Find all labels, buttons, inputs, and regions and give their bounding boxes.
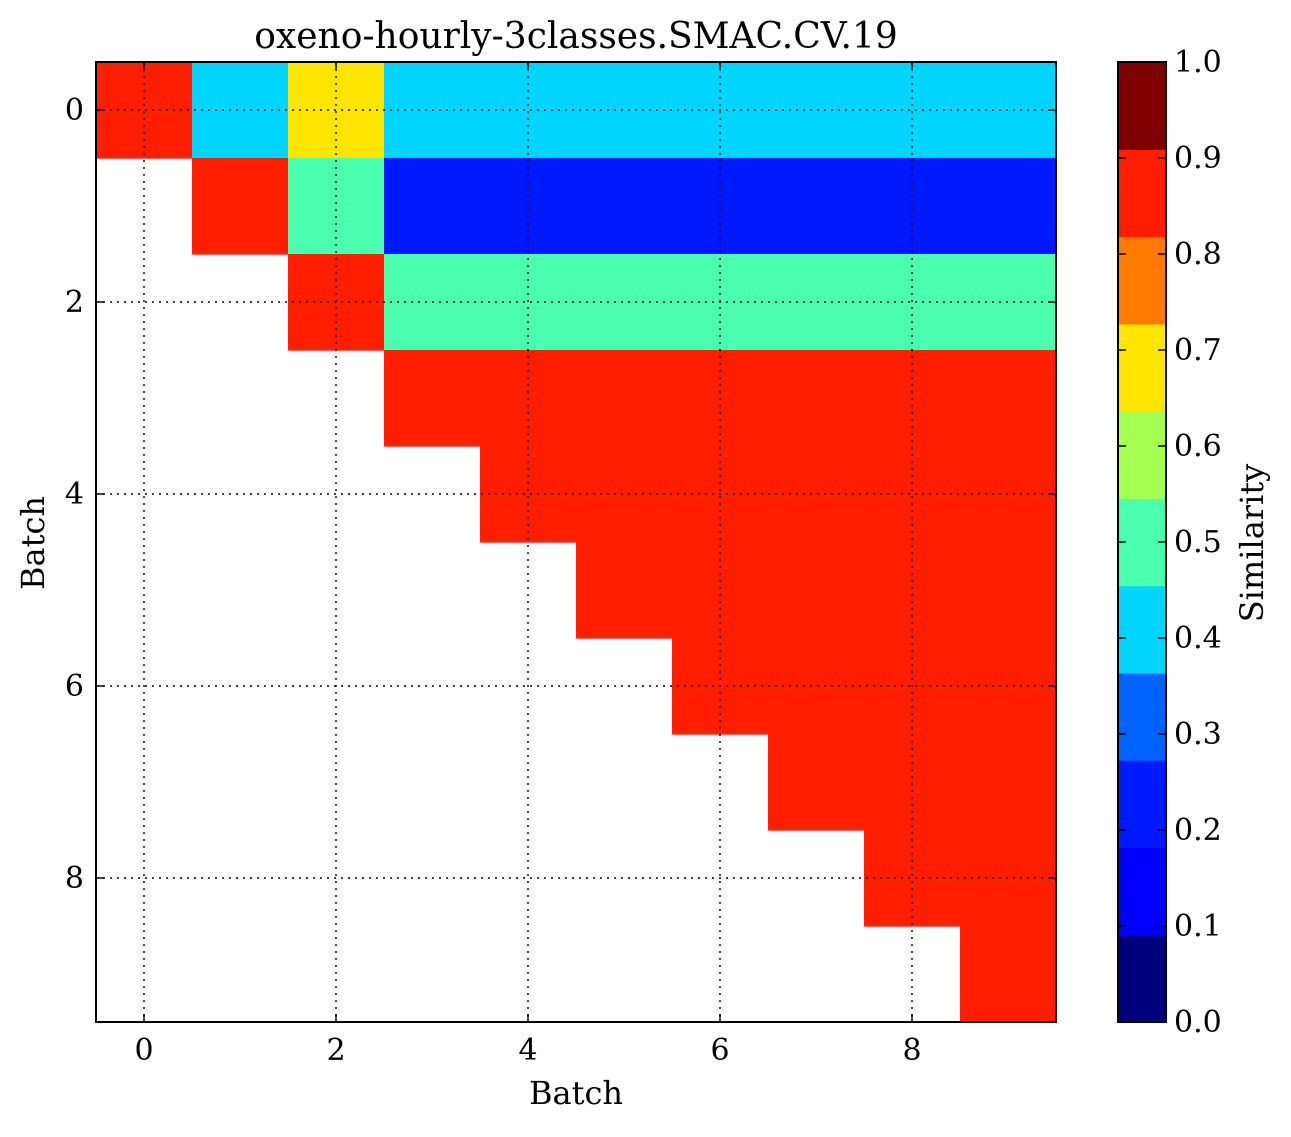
heatmap-cell-r0-c9: [960, 62, 1057, 159]
heatmap-cell-r5-c8: [864, 542, 961, 639]
heatmap-cell-r4-c8: [864, 446, 961, 543]
y-tick-label-6: 6: [65, 669, 84, 704]
heatmap-cell-r7-c8: [864, 734, 961, 831]
colorbar-bin-0: [1118, 934, 1166, 1023]
colorbar: 0.0 0.1 0.2 0.3 0.4 0.5 0.6 0.7 0.8 0.9 1.0: [1117, 45, 1222, 1040]
heatmap-cell-r4-c5: [576, 446, 673, 543]
heatmap-cell-r2-c2: [288, 254, 385, 351]
heatmap-cell-r3-c7: [768, 350, 865, 447]
plot-frame: [95, 61, 1057, 1023]
colorbar-bin-10: [1118, 62, 1166, 150]
heatmap-cell-r3-c5: [576, 350, 673, 447]
y-axis-label: Batch: [14, 496, 52, 590]
axes: 0 2 4 6 8 0 2 4 6 8: [65, 61, 1057, 1068]
heatmap-cell-r4-c9: [960, 446, 1057, 543]
heatmap-cell-r5-c7: [768, 542, 865, 639]
y-tick-label-2: 2: [65, 285, 84, 320]
heatmap-cell-r3-c9: [960, 350, 1057, 447]
colorbar-bin-9: [1118, 149, 1166, 238]
grid-lines: [96, 62, 1056, 1022]
heatmap-cell-r4-c4: [480, 446, 577, 543]
heatmap-cell-r5-c5: [576, 542, 673, 639]
heatmap-cell-r2-c7: [768, 254, 865, 351]
x-tick-label-2: 2: [326, 1033, 345, 1068]
x-tick-label-6: 6: [710, 1033, 729, 1068]
colorbar-tick-label-0: 0.0: [1174, 1005, 1222, 1040]
heatmap-cells: [96, 62, 1057, 1023]
heatmap-cell-r1-c8: [864, 158, 961, 255]
heatmap-cell-r1-c5: [576, 158, 673, 255]
colorbar-bin-2: [1118, 760, 1166, 849]
heatmap-cell-r7-c9: [960, 734, 1057, 831]
heatmap-cell-r8-c9: [960, 830, 1057, 927]
heatmap-cell-r6-c9: [960, 638, 1057, 735]
heatmap-cell-r5-c6: [672, 542, 769, 639]
x-axis-label: Batch: [529, 1074, 623, 1112]
chart-title: oxeno-hourly-3classes.SMAC.CV.19: [254, 16, 898, 57]
colorbar-bin-4: [1118, 585, 1166, 674]
colorbar-tick-label-10: 1.0: [1174, 45, 1222, 80]
heatmap-cell-r1-c7: [768, 158, 865, 255]
colorbar-tick-label-7: 0.7: [1174, 333, 1222, 368]
heatmap-cell-r0-c5: [576, 62, 673, 159]
heatmap-cell-r8-c8: [864, 830, 961, 927]
colorbar-tick-label-4: 0.4: [1174, 621, 1222, 656]
heatmap-cell-r4-c7: [768, 446, 865, 543]
heatmap-cell-r1-c3: [384, 158, 481, 255]
x-tick-label-4: 4: [518, 1033, 537, 1068]
colorbar-bin-7: [1118, 323, 1166, 412]
heatmap-cell-r6-c7: [768, 638, 865, 735]
heatmap-cell-r1-c6: [672, 158, 769, 255]
heatmap-cell-r0-c7: [768, 62, 865, 159]
heatmap-cell-r1-c4: [480, 158, 577, 255]
heatmap-cell-r2-c9: [960, 254, 1057, 351]
heatmap-cell-r7-c7: [768, 734, 865, 831]
colorbar-bin-1: [1118, 847, 1166, 936]
heatmap-cell-r0-c2: [288, 62, 385, 159]
heatmap-cell-r9-c9: [960, 926, 1057, 1023]
heatmap-cell-r1-c9: [960, 158, 1057, 255]
heatmap-cell-r1-c1: [192, 158, 289, 255]
colorbar-tick-label-8: 0.8: [1174, 237, 1222, 272]
colorbar-tick-label-5: 0.5: [1174, 525, 1222, 560]
heatmap-cell-r0-c0: [96, 62, 193, 159]
y-tick-label-8: 8: [65, 861, 84, 896]
y-tick-label-0: 0: [65, 93, 84, 128]
x-tick-label-0: 0: [134, 1033, 153, 1068]
heatmap-cell-r2-c5: [576, 254, 673, 351]
colorbar-bin-6: [1118, 411, 1166, 499]
x-tick-label-8: 8: [902, 1033, 921, 1068]
colorbar-tick-label-1: 0.1: [1174, 909, 1222, 944]
heatmap-cell-r5-c9: [960, 542, 1057, 639]
y-tick-label-4: 4: [65, 477, 84, 512]
colorbar-tick-label-6: 0.6: [1174, 429, 1222, 464]
colorbar-bin-3: [1118, 672, 1166, 761]
colorbar-tick-label-9: 0.9: [1174, 141, 1222, 176]
colorbar-bin-8: [1118, 236, 1166, 325]
colorbar-tick-label-3: 0.3: [1174, 717, 1222, 752]
heatmap-cell-r3-c3: [384, 350, 481, 447]
colorbar-tick-label-2: 0.2: [1174, 813, 1222, 848]
heatmap-cell-r1-c2: [288, 158, 385, 255]
heatmap-cell-r0-c1: [192, 62, 289, 159]
colorbar-label: Similarity: [1233, 464, 1271, 623]
